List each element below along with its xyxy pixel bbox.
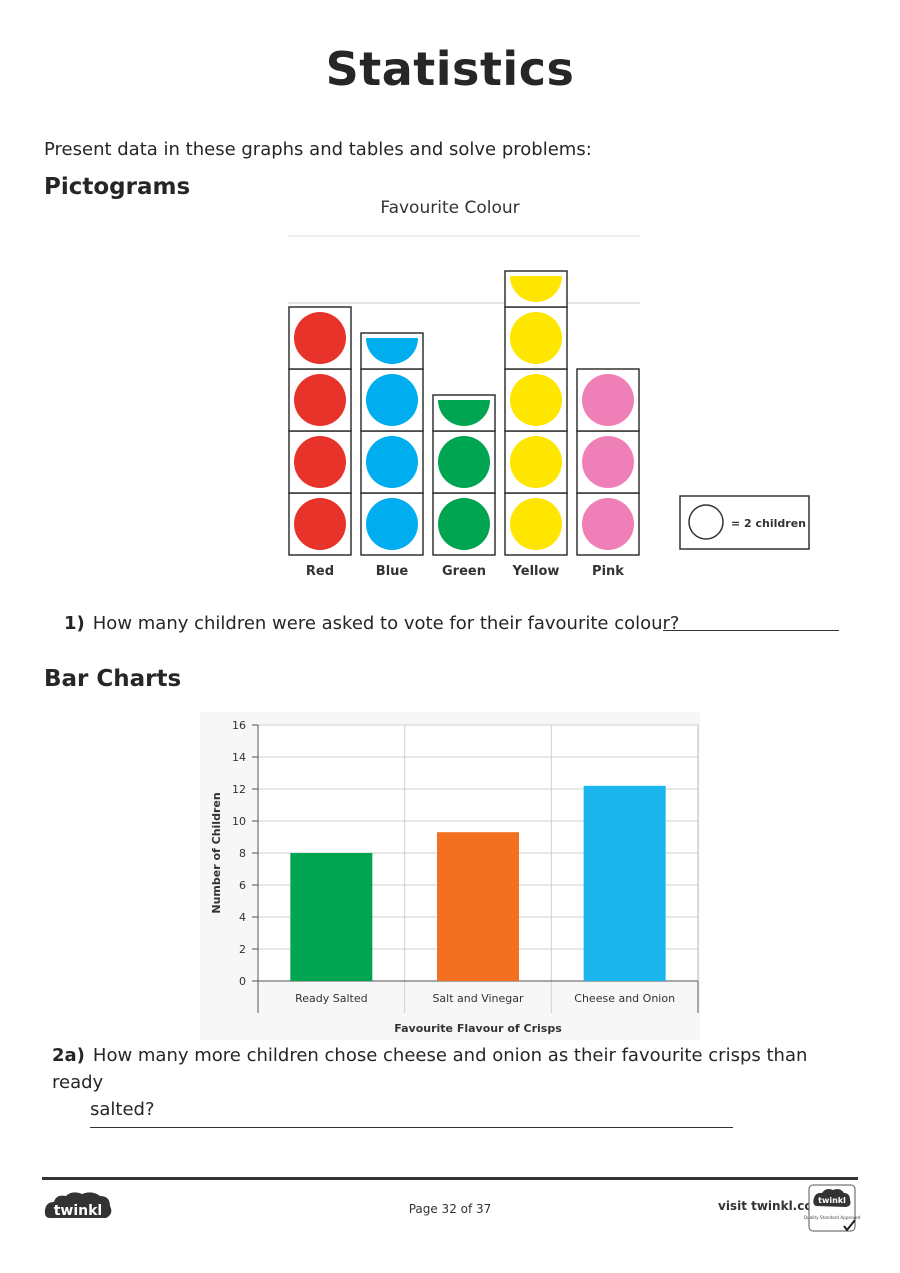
intro-text: Present data in these graphs and tables … xyxy=(44,139,592,160)
pictogram-symbol-yellow xyxy=(510,312,562,364)
pictogram-symbol-yellow xyxy=(510,374,562,426)
y-tick-label: 8 xyxy=(239,847,246,860)
answer-line-2a[interactable] xyxy=(90,1127,733,1128)
y-tick-label: 12 xyxy=(232,783,246,796)
question-2a: 2a) How many more children chose cheese a… xyxy=(52,1042,842,1123)
y-tick-label: 4 xyxy=(239,911,246,924)
y-tick-label: 10 xyxy=(232,815,246,828)
question-1-number: 1) xyxy=(64,613,85,634)
visit-link[interactable]: visit twinkl.com xyxy=(718,1199,826,1213)
question-1-text: How many children were asked to vote for… xyxy=(92,613,680,634)
pictogram-symbol-green xyxy=(438,498,490,550)
pictogram-key-label: = 2 children xyxy=(731,517,806,530)
bar-charts-heading: Bar Charts xyxy=(44,666,182,692)
question-2a-number: 2a) xyxy=(52,1045,85,1066)
x-tick-label: Salt and Vinegar xyxy=(432,992,524,1005)
pictogram-symbol-red xyxy=(294,374,346,426)
twinkl-logo[interactable]: twinkl xyxy=(42,1188,114,1228)
y-tick-label: 0 xyxy=(239,975,246,988)
pictogram-label-red: Red xyxy=(306,564,334,579)
question-2a-text-line2: salted? xyxy=(90,1099,155,1120)
pictogram-key: = 2 children xyxy=(679,495,810,550)
y-tick-label: 2 xyxy=(239,943,246,956)
pictogram-symbol-pink xyxy=(582,436,634,488)
answer-line-1[interactable] xyxy=(663,630,839,631)
badge-logo-text: twinkl xyxy=(818,1196,846,1205)
pictogram-label-yellow: Yellow xyxy=(512,564,560,579)
y-tick-label: 6 xyxy=(239,879,246,892)
pictogram-half-symbol-green xyxy=(438,400,490,426)
question-2a-text-line1: How many more children chose cheese and … xyxy=(52,1045,808,1093)
pictogram-symbol-blue xyxy=(366,374,418,426)
pictograms-heading: Pictograms xyxy=(44,174,191,200)
x-tick-label: Cheese and Onion xyxy=(574,992,675,1005)
bar-ready-salted xyxy=(290,853,373,981)
y-tick-label: 14 xyxy=(232,751,246,764)
pictogram-title: Favourite Colour xyxy=(380,198,520,218)
x-tick-label: Ready Salted xyxy=(295,992,368,1005)
pictogram-symbol-blue xyxy=(366,498,418,550)
pictogram-symbol-pink xyxy=(582,498,634,550)
bar-salt-and-vinegar xyxy=(437,832,519,981)
pictogram-symbol-yellow xyxy=(510,498,562,550)
pictogram-key-symbol xyxy=(688,504,724,540)
pictogram-symbol-green xyxy=(438,436,490,488)
page-title: Statistics xyxy=(325,42,575,96)
footer-rule xyxy=(42,1177,858,1180)
pictogram-label-pink: Pink xyxy=(592,564,624,579)
bar-cheese-and-onion xyxy=(583,785,666,981)
y-tick-label: 16 xyxy=(232,719,246,732)
x-axis-label: Favourite Flavour of Crisps xyxy=(394,1022,562,1035)
pictogram-symbol-red xyxy=(294,498,346,550)
pictogram-symbol-red xyxy=(294,436,346,488)
pictogram-half-symbol-blue xyxy=(366,338,418,364)
pictogram-half-symbol-yellow xyxy=(510,276,562,302)
pictogram-symbol-pink xyxy=(582,374,634,426)
page-number: Page 32 of 37 xyxy=(408,1202,492,1216)
badge-caption: Quality Standard Approved xyxy=(804,1215,861,1220)
pictogram-symbol-blue xyxy=(366,436,418,488)
pictogram-symbol-red xyxy=(294,312,346,364)
pictogram-label-blue: Blue xyxy=(376,564,409,579)
pictogram-label-green: Green xyxy=(442,564,486,579)
question-1: 1) How many children were asked to vote f… xyxy=(64,610,679,637)
logo-text: twinkl xyxy=(54,1203,103,1219)
quality-badge: twinkl Quality Standard Approved xyxy=(804,1184,861,1232)
y-axis-label: Number of Children xyxy=(210,792,223,913)
pictogram-symbol-yellow xyxy=(510,436,562,488)
